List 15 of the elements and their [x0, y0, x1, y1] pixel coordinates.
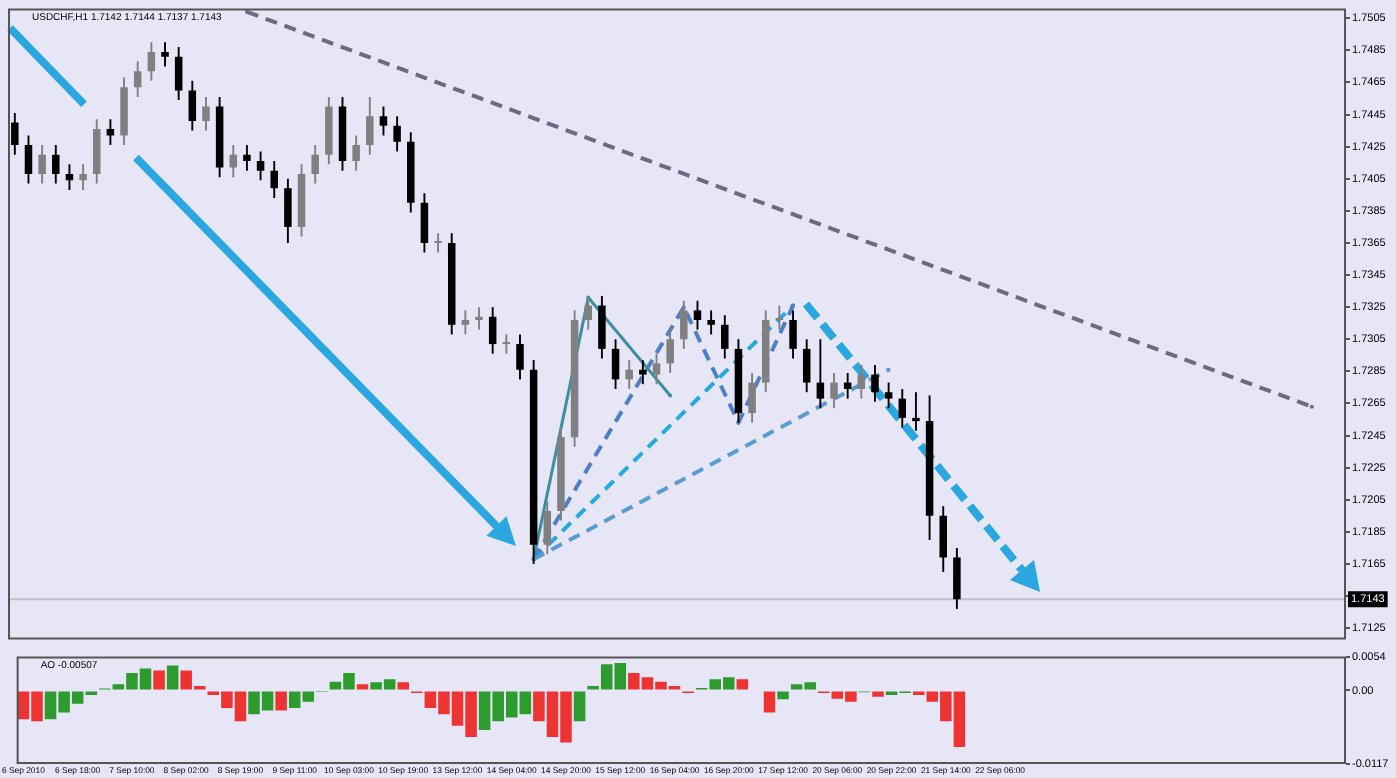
bar [777, 691, 789, 700]
bar [275, 691, 287, 711]
bar [763, 691, 776, 713]
bar [153, 670, 165, 690]
bar [872, 691, 884, 697]
bar [397, 682, 409, 690]
bar [356, 684, 369, 690]
bar [166, 665, 179, 690]
bar [573, 691, 586, 722]
bar [736, 679, 749, 690]
candlestick [775, 305, 784, 330]
candlestick [912, 392, 920, 431]
candlestick [502, 334, 511, 354]
candlestick [475, 307, 483, 330]
candlestick [434, 233, 442, 253]
